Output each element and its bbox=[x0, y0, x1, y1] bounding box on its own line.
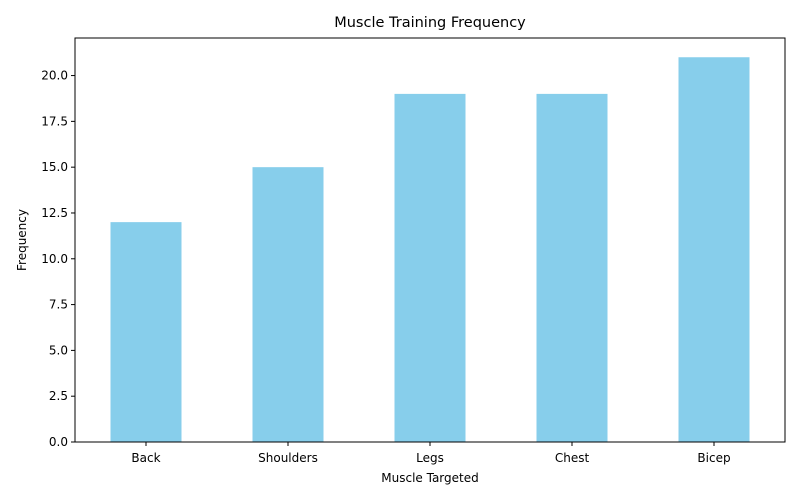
y-tick-label: 0.0 bbox=[49, 435, 68, 449]
bar-chest bbox=[536, 93, 608, 443]
bar-back bbox=[110, 222, 182, 442]
x-axis-label: Muscle Targeted bbox=[381, 471, 478, 485]
x-tick-label: Back bbox=[131, 451, 160, 465]
y-tick-label: 5.0 bbox=[49, 343, 68, 357]
y-axis: 0.0 2.5 5.0 7.5 10.0 12.5 15.0 17.5 20.0 bbox=[41, 69, 75, 449]
bar-legs bbox=[394, 93, 466, 443]
x-tick-label: Legs bbox=[416, 451, 444, 465]
plot-frame bbox=[74, 37, 786, 443]
y-tick-label: 7.5 bbox=[49, 298, 68, 312]
x-axis: Back Shoulders Legs Chest Bicep bbox=[131, 442, 731, 465]
y-tick-label: 20.0 bbox=[41, 69, 68, 83]
y-axis-label: Frequency bbox=[15, 209, 29, 271]
x-tick-label: Shoulders bbox=[258, 451, 318, 465]
bars-group bbox=[110, 57, 750, 443]
x-tick-label: Bicep bbox=[697, 451, 730, 465]
y-tick-label: 15.0 bbox=[41, 160, 68, 174]
y-tick-label: 17.5 bbox=[41, 114, 68, 128]
chart-title: Muscle Training Frequency bbox=[334, 15, 526, 31]
bar-shoulders bbox=[252, 167, 324, 442]
y-tick-label: 2.5 bbox=[49, 389, 68, 403]
bar-bicep bbox=[678, 57, 750, 442]
y-tick-label: 12.5 bbox=[41, 206, 68, 220]
x-tick-label: Chest bbox=[555, 451, 590, 465]
y-tick-label: 10.0 bbox=[41, 252, 68, 266]
